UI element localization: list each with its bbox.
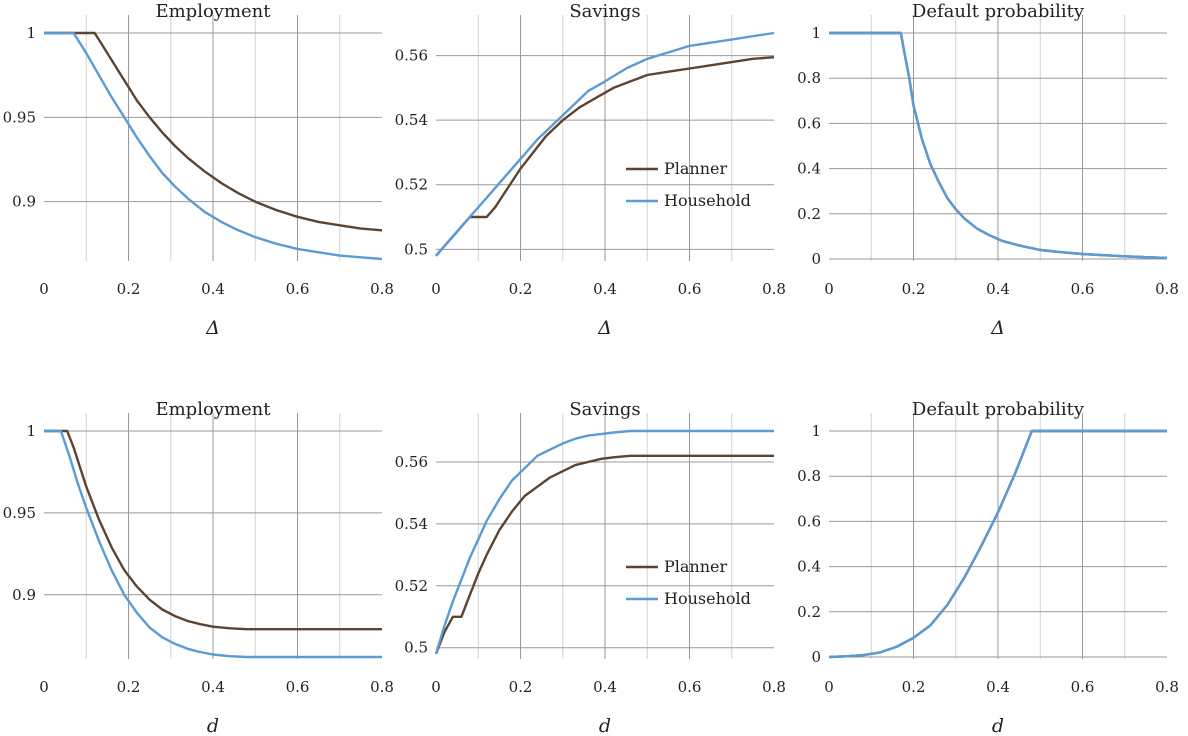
y-tick-label: 0.2 [797, 205, 821, 223]
x-tick-label: 0.8 [762, 280, 786, 298]
y-tick-label: 0.8 [797, 69, 821, 87]
y-tick-label: 0 [811, 250, 821, 268]
x-tick-label: 0.6 [1071, 678, 1095, 696]
x-tick-label: 0.4 [593, 678, 617, 696]
x-tick-label: 0.6 [286, 280, 310, 298]
x-tick-label: 0.8 [1155, 280, 1179, 298]
y-tick-label: 0.9 [12, 586, 36, 604]
x-axis-label: d [992, 715, 1004, 736]
x-tick-label: 0 [431, 678, 441, 696]
y-tick-label: 0.5 [404, 639, 428, 657]
x-tick-label: 0.4 [986, 280, 1010, 298]
x-tick-label: 0.2 [509, 678, 533, 696]
y-tick-label: 0.52 [395, 577, 428, 595]
y-tick-label: 1 [26, 422, 36, 440]
x-tick-label: 0.2 [902, 280, 926, 298]
panel-5: 0.5 0.52 0.54 0.56 0 0.2 0.4 0.6 0.8 Savings d Plan… [395, 399, 786, 736]
x-tick-label: 0 [824, 678, 834, 696]
panel-title: Default probability [912, 1, 1085, 22]
y-tick-label: 0.56 [395, 453, 428, 471]
x-tick-label: 0.4 [201, 678, 225, 696]
panel-1: 0.9 0.95 1 0 0.2 0.4 0.6 0.8 Employment Δ [3, 1, 394, 339]
x-axis-label: Δ [205, 317, 220, 339]
y-tick-label: 1 [26, 24, 36, 42]
y-tick-label: 1 [811, 422, 821, 440]
panel-4: 0.9 0.95 1 0 0.2 0.4 0.6 0.8 Employment d [3, 399, 394, 736]
x-axis-label: Δ [597, 317, 612, 339]
panel-title: Savings [569, 1, 640, 22]
y-tick-label: 0.9 [12, 193, 36, 211]
x-tick-label: 0.4 [201, 280, 225, 298]
y-tick-label: 0.54 [395, 111, 428, 129]
y-tick-label: 1 [811, 24, 821, 42]
x-tick-label: 0 [39, 678, 49, 696]
x-axis-label: Δ [990, 317, 1005, 339]
x-tick-label: 0.2 [902, 678, 926, 696]
y-tick-label: 0.4 [797, 558, 821, 576]
y-tick-label: 0.2 [797, 603, 821, 621]
legend-label: Household [664, 589, 751, 608]
x-tick-label: 0.8 [370, 678, 394, 696]
x-tick-label: 0.8 [1155, 678, 1179, 696]
y-tick-label: 0.95 [3, 504, 36, 522]
panel-title: Employment [155, 1, 271, 22]
x-tick-label: 0 [824, 280, 834, 298]
y-tick-label: 0.56 [395, 47, 428, 65]
x-tick-label: 0.8 [762, 678, 786, 696]
y-tick-label: 0.6 [797, 512, 821, 530]
x-tick-label: 0.6 [678, 280, 702, 298]
y-tick-label: 0.52 [395, 176, 428, 194]
x-tick-label: 0.2 [509, 280, 533, 298]
x-tick-label: 0.6 [1071, 280, 1095, 298]
x-tick-label: 0 [431, 280, 441, 298]
y-tick-label: 0.4 [797, 160, 821, 178]
x-tick-label: 0.6 [678, 678, 702, 696]
panel-2: 0.5 0.52 0.54 0.56 0 0.2 0.4 0.6 0.8 Savings Δ Plan… [395, 1, 786, 339]
legend-label: Household [664, 191, 751, 210]
y-tick-label: 0.5 [404, 240, 428, 258]
panel-title: Default probability [912, 399, 1085, 420]
y-tick-label: 0.54 [395, 515, 428, 533]
x-tick-label: 0.4 [986, 678, 1010, 696]
legend-label: Planner [664, 159, 728, 178]
y-tick-label: 0.8 [797, 467, 821, 485]
panel-3: 0 0.2 0.4 0.6 0.8 1 0 0.2 0.4 0.6 0.8 Default proba… [797, 1, 1179, 339]
x-axis-label: d [599, 715, 611, 736]
x-tick-label: 0.8 [370, 280, 394, 298]
panel-title: Savings [569, 399, 640, 420]
panel-6: 0 0.2 0.4 0.6 0.8 1 0 0.2 0.4 0.6 0.8 Default proba… [797, 399, 1179, 736]
x-tick-label: 0.2 [117, 280, 141, 298]
x-tick-label: 0 [39, 280, 49, 298]
y-tick-label: 0.6 [797, 114, 821, 132]
x-tick-label: 0.4 [593, 280, 617, 298]
y-tick-label: 0.95 [3, 108, 36, 126]
panel-title: Employment [155, 399, 271, 420]
x-tick-label: 0.6 [286, 678, 310, 696]
legend-label: Planner [664, 557, 728, 576]
y-tick-label: 0 [811, 648, 821, 666]
x-tick-label: 0.2 [117, 678, 141, 696]
x-axis-label: d [207, 715, 219, 736]
